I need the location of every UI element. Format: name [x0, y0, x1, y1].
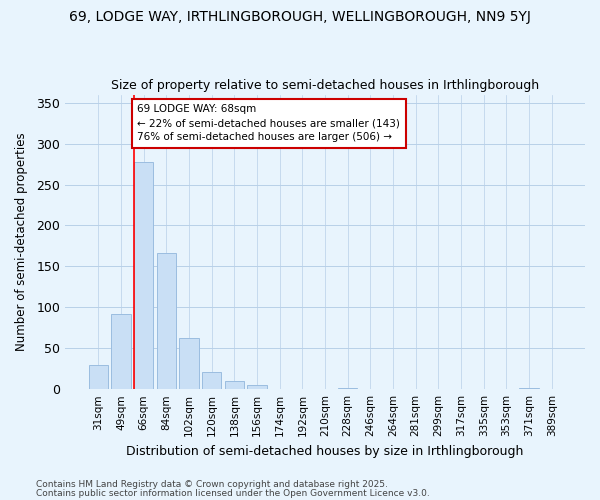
X-axis label: Distribution of semi-detached houses by size in Irthlingborough: Distribution of semi-detached houses by … — [127, 444, 524, 458]
Text: Contains public sector information licensed under the Open Government Licence v3: Contains public sector information licen… — [36, 489, 430, 498]
Bar — [112, 314, 131, 389]
Text: Contains HM Land Registry data © Crown copyright and database right 2025.: Contains HM Land Registry data © Crown c… — [36, 480, 388, 489]
Bar — [338, 388, 358, 389]
Bar — [89, 366, 108, 389]
Title: Size of property relative to semi-detached houses in Irthlingborough: Size of property relative to semi-detach… — [111, 79, 539, 92]
Text: 69 LODGE WAY: 68sqm
← 22% of semi-detached houses are smaller (143)
76% of semi-: 69 LODGE WAY: 68sqm ← 22% of semi-detach… — [137, 104, 400, 142]
Bar — [225, 381, 244, 389]
Y-axis label: Number of semi-detached properties: Number of semi-detached properties — [15, 132, 28, 351]
Bar — [247, 385, 266, 389]
Bar — [202, 372, 221, 389]
Bar — [520, 388, 539, 389]
Bar — [134, 162, 154, 389]
Bar — [157, 252, 176, 389]
Text: 69, LODGE WAY, IRTHLINGBOROUGH, WELLINGBOROUGH, NN9 5YJ: 69, LODGE WAY, IRTHLINGBOROUGH, WELLINGB… — [69, 10, 531, 24]
Bar — [179, 338, 199, 389]
